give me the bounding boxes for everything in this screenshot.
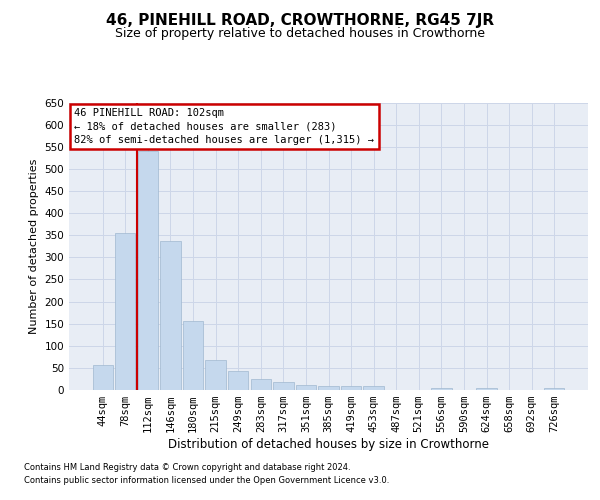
Bar: [160, 241, 181, 390]
Bar: [92, 365, 113, 390]
Bar: [296, 384, 316, 390]
Text: Size of property relative to detached houses in Crowthorne: Size of property relative to detached ho…: [115, 28, 485, 40]
Text: Contains public sector information licensed under the Open Government Licence v3: Contains public sector information licen…: [24, 476, 389, 485]
Bar: [364, 386, 384, 390]
Text: 46, PINEHILL ROAD, CROWTHORNE, RG45 7JR: 46, PINEHILL ROAD, CROWTHORNE, RG45 7JR: [106, 12, 494, 28]
Text: 46 PINEHILL ROAD: 102sqm
← 18% of detached houses are smaller (283)
82% of semi-: 46 PINEHILL ROAD: 102sqm ← 18% of detach…: [74, 108, 374, 144]
Bar: [319, 386, 338, 390]
Text: Contains HM Land Registry data © Crown copyright and database right 2024.: Contains HM Land Registry data © Crown c…: [24, 464, 350, 472]
Bar: [205, 360, 226, 390]
Bar: [115, 233, 136, 390]
Bar: [273, 382, 293, 390]
X-axis label: Distribution of detached houses by size in Crowthorne: Distribution of detached houses by size …: [168, 438, 489, 451]
Bar: [341, 386, 361, 390]
Y-axis label: Number of detached properties: Number of detached properties: [29, 158, 39, 334]
Bar: [183, 322, 203, 390]
Bar: [476, 388, 497, 390]
Bar: [228, 372, 248, 390]
Bar: [431, 388, 452, 390]
Bar: [138, 151, 158, 390]
Bar: [544, 388, 565, 390]
Bar: [251, 380, 271, 390]
